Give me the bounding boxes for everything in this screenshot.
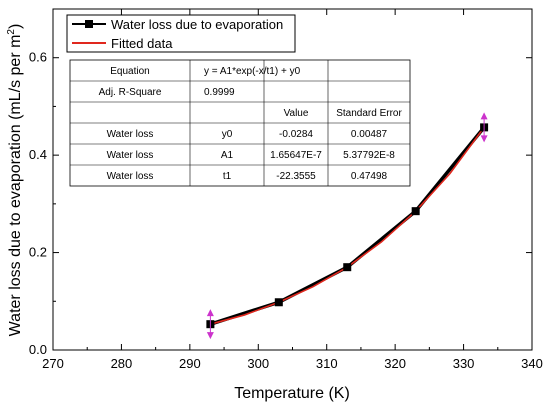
fit-table-cell: 0.47498 [351, 171, 388, 182]
fit-table-cell: Water loss [107, 150, 154, 161]
x-tick-label: 320 [384, 356, 406, 371]
y-axis-title-end: ) [7, 24, 24, 29]
fit-table-cell: 5.37792E-8 [343, 150, 395, 161]
x-axis-title: Temperature (K) [234, 385, 350, 402]
x-tick-label: 280 [111, 356, 133, 371]
y-axis-title: Water loss due to evaporation (mL/s per … [6, 24, 24, 337]
legend: Water loss due to evaporation Fitted dat… [66, 14, 296, 53]
x-tick-label: 310 [316, 356, 338, 371]
fit-table-cell: Water loss [107, 171, 154, 182]
data-point [274, 298, 283, 307]
fit-table-cell: 1.65647E-7 [270, 150, 322, 161]
fit-table-cell: Adj. R-Square [99, 87, 162, 98]
x-tick-label: 300 [247, 356, 269, 371]
error-arrow-down [480, 135, 488, 143]
series-layer [206, 112, 489, 340]
x-tick-label: 270 [42, 356, 64, 371]
fit-table-cell: Standard Error [336, 108, 402, 119]
error-arrow-up [480, 112, 488, 120]
legend-box [66, 14, 296, 53]
fit-table-cell: y = A1*exp(-x/t1) + y0 [204, 66, 301, 77]
fit-table-cell: A1 [221, 150, 234, 161]
legend-marker-evaporation [85, 20, 93, 28]
fit-table-cell: t1 [223, 171, 232, 182]
fit-table-cell: 0.00487 [351, 129, 388, 140]
fit-table-cell: 0.9999 [204, 87, 235, 98]
fit-table-cell: Value [284, 108, 309, 119]
x-tick-label: 340 [521, 356, 543, 371]
y-axis-title-main: Water loss due to evaporation (mL/s per … [7, 35, 24, 337]
error-arrow-down [206, 332, 214, 340]
y-axis-title-sup: 2 [6, 29, 17, 35]
legend-label-fitted: Fitted data [111, 36, 173, 51]
fit-table-cell: -22.3555 [276, 171, 316, 182]
data-point [343, 263, 352, 272]
y-tick-label: 0.6 [29, 50, 47, 65]
y-tick-label: 0.2 [29, 245, 47, 260]
x-tick-label: 330 [453, 356, 475, 371]
fit-table-cell: Water loss [107, 129, 154, 140]
y-tick-label: 0.0 [29, 342, 47, 357]
fit-table-cell: -0.0284 [279, 129, 313, 140]
axis-ticks [52, 9, 533, 351]
fit-table-cell: y0 [222, 129, 233, 140]
y-tick-label: 0.4 [29, 147, 47, 162]
fit-table-cell: Equation [110, 66, 149, 77]
data-point [411, 207, 420, 216]
error-arrow-up [206, 309, 214, 317]
legend-label-evaporation: Water loss due to evaporation [111, 17, 283, 32]
x-tick-label: 290 [179, 356, 201, 371]
tick-labels: 270 280 290 300 310 320 330 340 0.0 0.2 0.4 0.6 [29, 50, 543, 371]
fit-table: Equation y = A1*exp(-x/t1) + y0 Adj. R-Squ… [69, 59, 411, 187]
